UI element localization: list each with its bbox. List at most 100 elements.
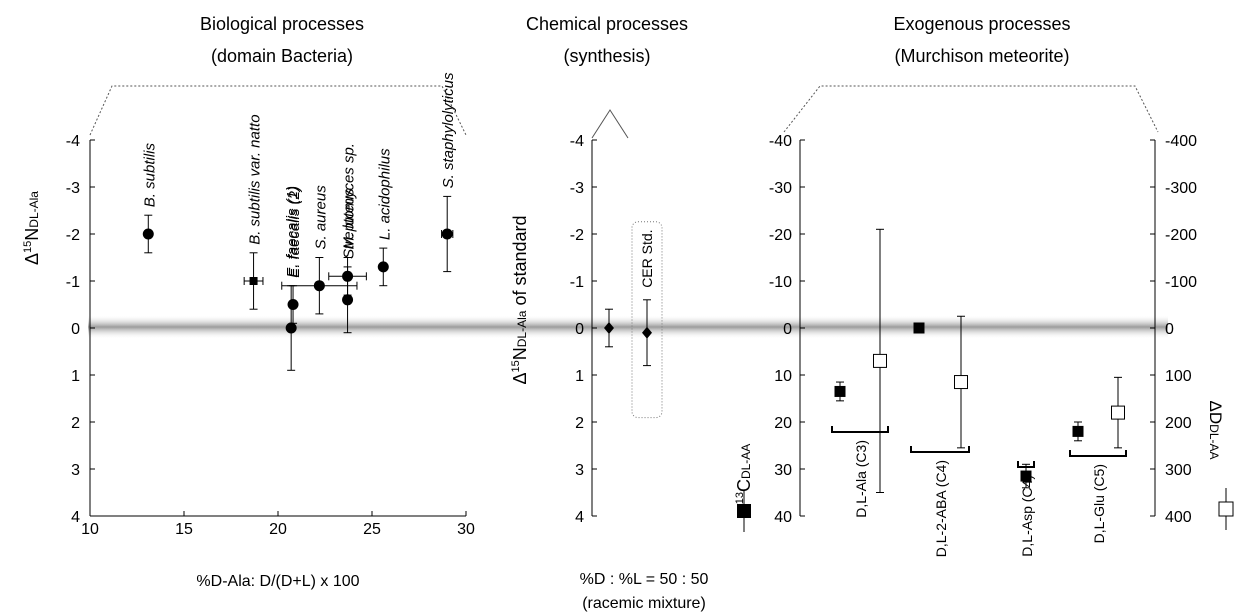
bio-xlabel: %D-Ala: D/(D+L) x 100 [196, 573, 359, 590]
exo-d-point [1111, 405, 1125, 420]
bio-species-label: Streptomyces sp. [341, 143, 358, 259]
bio-point [342, 270, 354, 282]
bio-axes: -4 -3 -2 -1 0 1 2 3 410 15 20 25 30 [66, 133, 475, 538]
bio-point [287, 299, 299, 310]
bio-species-label: S. aureus [312, 185, 329, 250]
exo-d-point [954, 375, 968, 390]
exo-group-bracket [910, 446, 970, 453]
bio-y-tick-label: 0 [71, 321, 80, 338]
bio-point [285, 322, 297, 334]
exo-group-label: D,L-Glu (C5) [1091, 464, 1107, 543]
bio-y-tick-label: -3 [66, 180, 80, 197]
bio-species-label: B. subtilis [141, 143, 158, 208]
zero-band [88, 315, 1168, 339]
bio-y-tick-label: 2 [71, 415, 80, 432]
chem-bracket [591, 109, 629, 139]
exo-right-tick-label: -300 [1165, 180, 1197, 197]
exo-group-bracket [1017, 461, 1035, 468]
exo-left-tick-label: -20 [769, 227, 792, 244]
bio-x-tick-label: 20 [269, 521, 287, 538]
chem-xlabel-line1: %D : %L = 50 : 50 [580, 571, 709, 588]
exo-c13-point [913, 322, 925, 334]
chem-y-tick-label: 3 [575, 462, 584, 479]
exo-left-tick-label: 0 [783, 321, 792, 338]
chem-axes: -4 -3 -2 -1 0 1 2 3 4 [570, 133, 597, 526]
legend-d-symbol [1218, 501, 1234, 517]
chem-point-diamond [604, 322, 614, 334]
header-exo-line1: Exogenous processes [893, 14, 1070, 34]
exo-left-tick-label: -10 [769, 274, 792, 291]
bio-x-tick-label: 25 [363, 521, 381, 538]
exo-left-tick-label: -30 [769, 180, 792, 197]
bio-y-tick-label: -4 [66, 133, 80, 150]
bio-species-label: M. luteus [341, 188, 358, 249]
bio-y-tick-label: 1 [71, 368, 80, 385]
legend-c13-symbol [737, 504, 751, 518]
exo-ylabel-right: ΔDDL-AA [1206, 401, 1225, 460]
bio-point [342, 294, 354, 306]
exo-c13-point [1072, 425, 1084, 437]
exo-left-tick-label: -40 [769, 133, 792, 150]
exo-left-tick-label: 40 [774, 509, 792, 526]
cer-std-box [631, 221, 663, 419]
chem-y-tick-label: -2 [570, 227, 584, 244]
bio-species-label: S. staphylolyticus [440, 72, 457, 188]
bio-x-tick-label: 15 [175, 521, 193, 538]
header-chem-line2: (synthesis) [563, 46, 650, 66]
exo-left-tick-label: 30 [774, 462, 792, 479]
data-marks: B. subtilis B. subtilis var. natto E. faec… [141, 72, 1234, 557]
exo-right-tick-label: -400 [1165, 133, 1197, 150]
exo-right-tick-label: 100 [1165, 368, 1192, 385]
chem-y-tick-label: 4 [575, 509, 584, 526]
chem-y-tick-label: -3 [570, 180, 584, 197]
exo-group-label: D,L-Ala (C3) [853, 440, 869, 518]
chem-y-tick-label: 2 [575, 415, 584, 432]
exo-right-tick-label: 400 [1165, 509, 1192, 526]
bio-y-tick-label: 4 [71, 509, 80, 526]
bio-y-tick-label: 3 [71, 462, 80, 479]
exo-bracket [783, 85, 1159, 133]
chem-point-diamond [642, 326, 652, 339]
header-exo-line2: (Murchison meteorite) [894, 46, 1069, 66]
exo-left-tick-label: 10 [774, 368, 792, 385]
exo-d-point [873, 353, 887, 368]
bio-x-tick-label: 10 [81, 521, 99, 538]
exo-c13-point [1020, 470, 1032, 482]
exo-group-label: D,L-2-ABA (C4) [933, 460, 949, 557]
bio-bracket [89, 85, 467, 136]
exo-right-tick-label: -200 [1165, 227, 1197, 244]
bio-point-square [249, 277, 258, 285]
exo-axes: -40-30-20-10010203040-400-300-200-100010… [769, 133, 1197, 526]
exo-right-tick-label: -100 [1165, 274, 1197, 291]
bio-point [313, 280, 325, 292]
bio-point [441, 228, 453, 240]
chem-xlabel-line2: (racemic mixture) [582, 595, 706, 612]
bio-y-tick-label: -1 [66, 274, 80, 291]
exo-left-tick-label: 20 [774, 415, 792, 432]
bio-y-tick-label: -2 [66, 227, 80, 244]
exo-right-tick-label: 0 [1165, 321, 1174, 338]
exo-ylabel-left: Δ13CDL-AA [734, 444, 754, 517]
chem-y-tick-label: 1 [575, 368, 584, 385]
bio-point [377, 261, 389, 273]
exo-right-tick-label: 200 [1165, 415, 1192, 432]
exo-c13-point [834, 385, 846, 397]
chem-y-tick-label: -1 [570, 274, 584, 291]
header-chem-line1: Chemical processes [526, 14, 688, 34]
chem-ylabel: Δ15NDL-Ala of standard [510, 215, 530, 384]
bio-species-label: E. faecalis (1) [284, 186, 301, 278]
header-bio-line1: Biological processes [200, 14, 364, 34]
bio-point [142, 228, 154, 240]
bio-x-tick-label: 30 [457, 521, 475, 538]
exo-group-bracket [1069, 450, 1127, 457]
bio-species-label: E. faecalis (2) [286, 186, 303, 278]
bio-ylabel: Δ15NDL-Ala [22, 191, 42, 265]
chem-y-tick-label: 0 [575, 321, 584, 338]
bio-species-label: B. subtilis var. natto [247, 114, 264, 244]
exo-right-tick-label: 300 [1165, 462, 1192, 479]
bio-species-label: L. acidophilus [376, 148, 393, 240]
chem-y-tick-label: -4 [570, 133, 584, 150]
exo-group-bracket [831, 426, 889, 433]
header-bio-line2: (domain Bacteria) [211, 46, 353, 66]
